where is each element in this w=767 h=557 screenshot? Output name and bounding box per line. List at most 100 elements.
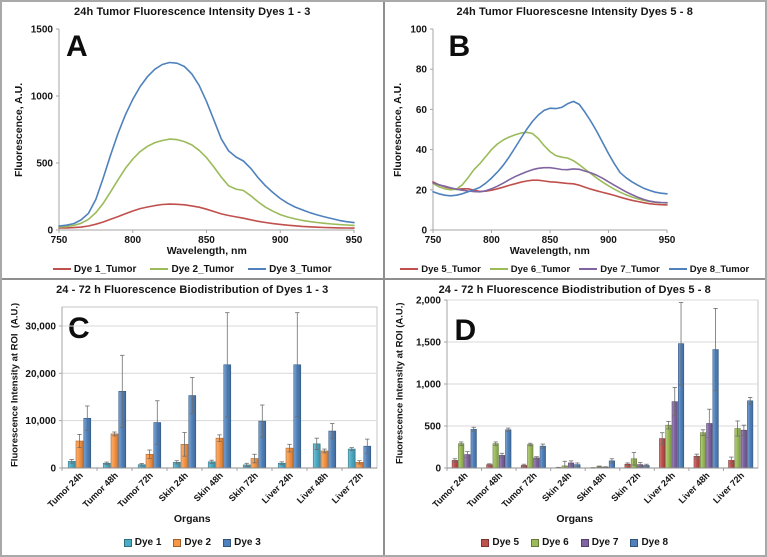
category-label: Tumor 24h (46, 470, 85, 509)
panel-a-title: 24h Tumor Fluorescence Intensity Dyes 1 … (74, 6, 311, 18)
bar (746, 400, 753, 468)
legend-item: Dye 8 (630, 537, 668, 548)
legend-item: Dye 5 (481, 537, 519, 548)
y-tick-label: 0 (47, 226, 53, 237)
line-series (58, 203, 355, 229)
box-swatch-icon (630, 538, 639, 547)
line-series (431, 166, 668, 204)
box-swatch-icon (580, 538, 589, 547)
legend-label: Dye 2 (184, 537, 212, 548)
legend-label: Dye 7 (591, 537, 619, 548)
panel-c-x-axis-label: Organs (173, 512, 211, 525)
x-tick-label: 800 (483, 235, 500, 246)
line-series (431, 131, 668, 204)
legend-label: Dye 8 (641, 537, 669, 548)
category-label: Skin 48h (574, 470, 607, 503)
y-tick-label: 1,000 (415, 379, 440, 390)
panel-d-title: 24 - 72 h Fluorescence Biodistribution o… (438, 283, 711, 296)
line-swatch-icon (52, 267, 71, 271)
bar (740, 429, 747, 468)
box-swatch-icon (223, 538, 232, 547)
line-swatch-icon (248, 267, 267, 271)
bar (457, 442, 464, 468)
x-tick-label: 850 (198, 235, 215, 246)
legend-label: Dye 6 (542, 537, 569, 548)
panel-d-letter: D (454, 313, 477, 347)
legend-item: Dye 2_Tumor (150, 264, 234, 275)
line-series (58, 138, 355, 228)
legend-item: Dye 3 (223, 537, 261, 548)
bar (664, 424, 672, 468)
box-swatch-icon (481, 538, 490, 547)
category-label: Skin 24h (540, 470, 573, 503)
legend-item: Dye 7_Tumor (579, 263, 660, 275)
category-label: Skin 48h (192, 470, 225, 503)
line-series (58, 61, 355, 227)
legend-label: Dye 7_Tumor (600, 263, 660, 275)
legend-item: Dye 2 (173, 537, 211, 548)
legend-label: Dye 8_Tumor (689, 263, 750, 275)
panel-c-letter: C (68, 311, 90, 345)
legend-label: Dye 3 (234, 537, 261, 548)
category-label: Liver 48h (295, 470, 330, 505)
bar (504, 428, 511, 468)
legend-label: Dye 3_Tumor (269, 263, 332, 275)
panel-a-plot: 0 500 1000 1500 750 800 850 900 950 (31, 25, 363, 247)
category-label: Liver 72h (711, 470, 746, 505)
y-tick-label: 500 (424, 421, 441, 432)
y-tick-label: 500 (36, 159, 53, 170)
y-tick-label: 80 (415, 65, 427, 76)
category-label: Skin 72h (227, 470, 260, 503)
legend-item: Dye 1 (123, 537, 161, 548)
legend-item: Dye 5_Tumor (400, 263, 481, 275)
box-swatch-icon (123, 538, 132, 547)
y-tick-label: 0 (50, 463, 56, 474)
panel-b-plot: 0 20 40 60 80 100 750 800 850 900 950 (410, 25, 675, 247)
panel-b-legend: Dye 5_Tumor Dye 6_Tumor Dye 7_Tumor Dye … (385, 264, 766, 275)
line-swatch-icon (668, 267, 687, 271)
line-series (431, 100, 668, 197)
panel-c-title: 24 - 72 h Fluorescence Biodistribution o… (56, 283, 329, 296)
y-tick-label: 0 (421, 226, 427, 237)
y-tick-label: 20,000 (25, 368, 56, 379)
box-swatch-icon (531, 538, 540, 547)
category-label: Tumor 72h (116, 470, 155, 509)
panel-b: 24h Tumor Fluorescesne Intensity Dyes 5 … (384, 2, 766, 278)
panel-d: 24 - 72 h Fluorescence Biodistribution o… (384, 279, 766, 555)
y-tick-label: 2,000 (415, 295, 440, 306)
panel-b-x-axis-label: Wavelength, nm (509, 245, 590, 257)
panel-d-x-axis-label: Organs (556, 512, 594, 525)
x-tick-label: 950 (658, 235, 675, 246)
legend-label: Dye 5_Tumor (421, 263, 481, 275)
legend-item: Dye 3_Tumor (248, 264, 332, 275)
x-tick-label: 950 (346, 235, 363, 246)
legend-item: Dye 1_Tumor (52, 264, 136, 275)
legend-item: Dye 6 (531, 537, 569, 548)
bar (539, 445, 546, 468)
category-label: Skin 24h (157, 470, 190, 503)
bar (492, 442, 499, 468)
panel-a-letter: A (66, 30, 88, 63)
x-tick-label: 850 (541, 235, 558, 246)
category-label: Liver 48h (676, 470, 711, 505)
line-swatch-icon (150, 267, 169, 271)
line-swatch-icon (400, 267, 419, 271)
y-tick-label: 10,000 (25, 416, 56, 427)
y-tick-label: 40 (415, 145, 427, 156)
category-label: Liver 72h (330, 470, 365, 505)
legend-item: Dye 7 (580, 537, 619, 548)
y-tick-label: 20 (415, 185, 427, 196)
legend-label: Dye 2_Tumor (171, 263, 235, 275)
x-tick-label: 800 (124, 235, 141, 246)
x-tick-label: 900 (272, 235, 289, 246)
bar (347, 448, 356, 468)
x-tick-label: 750 (51, 235, 68, 246)
panel-d-legend: Dye 5 Dye 6 Dye 7 Dye 8 (385, 537, 766, 548)
bar (470, 428, 477, 468)
category-label: Tumor 48h (81, 470, 120, 509)
bar (215, 437, 224, 468)
category-label: Tumor 72h (499, 470, 538, 509)
